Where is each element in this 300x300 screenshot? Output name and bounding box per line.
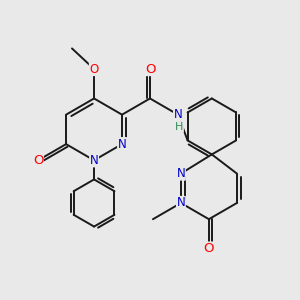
Text: N: N (118, 138, 126, 151)
Text: O: O (89, 62, 99, 76)
Text: N: N (90, 154, 98, 167)
Text: O: O (33, 154, 44, 167)
Text: H: H (175, 122, 183, 132)
Text: N: N (176, 167, 185, 180)
Text: N: N (176, 196, 185, 209)
Text: O: O (145, 62, 155, 76)
Text: O: O (204, 242, 214, 255)
Text: N: N (174, 108, 182, 121)
